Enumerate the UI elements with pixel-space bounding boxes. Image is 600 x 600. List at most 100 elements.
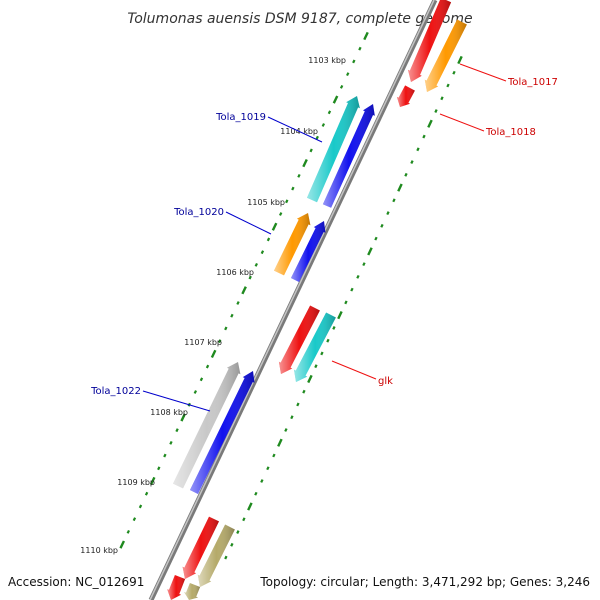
- kbp-label-1103: 1103 kbp: [308, 56, 346, 65]
- callout-line-tola-1017: [459, 63, 507, 82]
- kbp-tick: [169, 440, 173, 445]
- kbp-tick: [321, 123, 326, 127]
- gene-label-tola-1020[interactable]: Tola_1020: [173, 207, 224, 218]
- kbp-tick: [350, 287, 354, 292]
- kbp-tick: [332, 95, 339, 104]
- genome-backbone-highlight: [149, 0, 435, 600]
- gene-label-tola-1017[interactable]: Tola_1017: [507, 77, 558, 88]
- gene-tola-1022-block-gray[interactable]: [173, 362, 241, 489]
- kbp-tick: [392, 198, 396, 203]
- kbp-tick: [163, 453, 167, 458]
- kbp-tick: [224, 555, 228, 560]
- kbp-tick: [254, 262, 258, 267]
- kbp-tick: [266, 466, 270, 471]
- kbp-tick: [210, 349, 217, 358]
- kbp-tick: [230, 313, 234, 318]
- kbp-tick: [278, 212, 283, 216]
- gene-tola-1020-block-orange[interactable]: [274, 213, 311, 276]
- kbp-tick: [218, 339, 222, 344]
- gene-tola-1022-arrow-blue[interactable]: [190, 371, 255, 494]
- callout-line-tola-1019: [267, 116, 323, 143]
- gene-tola-1018-arrow-red[interactable]: [396, 85, 415, 107]
- kbp-tick: [132, 517, 137, 522]
- kbp-tick: [427, 119, 433, 128]
- kbp-tick: [422, 134, 426, 139]
- kbp-tick: [309, 148, 313, 153]
- gene-block-red-bottom-2[interactable]: [167, 575, 186, 600]
- kbp-tick: [193, 390, 198, 394]
- kbp-tick: [119, 540, 126, 549]
- kbp-tick: [224, 326, 228, 331]
- kbp-tick-track-outer: [224, 55, 463, 560]
- accession-text: Accession: NC_012691: [8, 575, 144, 589]
- map-title: Tolumonas auensis DSM 9187, complete gen…: [127, 11, 472, 27]
- kbp-tick: [363, 31, 369, 41]
- callout-line-tola-1020: [225, 211, 272, 235]
- kbp-tick: [180, 413, 186, 422]
- gene-block-red-bottom[interactable]: [182, 516, 219, 579]
- kbp-tick: [434, 109, 438, 113]
- gene-label-tola-1018[interactable]: Tola_1018: [485, 127, 536, 138]
- kbp-tick: [126, 529, 130, 534]
- kbp-tick: [344, 300, 348, 305]
- kbp-tick: [339, 84, 344, 89]
- kbp-tick: [230, 542, 234, 547]
- kbp-tick: [138, 504, 143, 509]
- gene-tola-1019-arrow-blue[interactable]: [322, 104, 375, 208]
- kbp-tick: [260, 250, 265, 255]
- kbp-label-1109: 1109 kbp: [117, 478, 155, 487]
- genome-backbone: [148, 0, 438, 600]
- kbp-tick: [307, 374, 313, 384]
- kbp-tick: [356, 274, 360, 279]
- kbp-tick: [440, 96, 444, 101]
- kbp-tick: [397, 183, 403, 192]
- gene-tola-1017-block-red[interactable]: [408, 0, 452, 82]
- kbp-tick: [337, 311, 343, 320]
- kbp-tick: [404, 172, 408, 177]
- gene-label-tola-1019[interactable]: Tola_1019: [215, 112, 266, 123]
- kbp-tick: [302, 159, 308, 168]
- kbp-tick: [346, 72, 350, 77]
- kbp-tick: [296, 402, 300, 407]
- gene-features: [167, 0, 467, 600]
- kbp-tick: [291, 186, 295, 191]
- kbp-tick: [314, 364, 318, 369]
- genome-summary-text: Topology: circular; Length: 3,471,292 bp…: [259, 575, 590, 589]
- kbp-tick: [285, 199, 289, 204]
- gene-tola-1018-block-orange[interactable]: [424, 19, 467, 93]
- gene-tola-1019-block-cyan[interactable]: [307, 96, 360, 203]
- kbp-tick: [266, 237, 271, 242]
- kbp-tick: [199, 377, 204, 382]
- kbp-tick: [241, 286, 247, 295]
- gene-glk-block-cyan[interactable]: [294, 312, 336, 383]
- kbp-tick: [272, 453, 276, 458]
- gene-tola-1020-arrow-blue[interactable]: [291, 221, 326, 282]
- kbp-tick: [416, 147, 420, 152]
- kbp-tick: [362, 262, 366, 267]
- kbp-tick: [175, 428, 179, 433]
- kbp-tick: [332, 326, 336, 330]
- kbp-tick: [302, 389, 306, 394]
- kbp-tick: [144, 491, 149, 496]
- kbp-label-1108: 1108 kbp: [150, 408, 188, 417]
- kbp-tick: [284, 428, 288, 432]
- kbp-tick: [157, 466, 161, 471]
- kbp-tick: [452, 70, 456, 75]
- kbp-tick: [358, 46, 362, 51]
- kbp-tick: [386, 211, 390, 216]
- kbp-tick: [367, 247, 373, 256]
- kbp-tick: [297, 173, 301, 178]
- gene-label-tola-1022[interactable]: Tola_1022: [90, 386, 141, 397]
- callout-line-glk: [331, 360, 377, 380]
- kbp-tick: [326, 338, 330, 343]
- kbp-tick: [205, 364, 210, 369]
- gene-label-glk[interactable]: glk: [378, 376, 393, 387]
- kbp-tick: [290, 415, 294, 420]
- kbp-tick: [254, 491, 258, 496]
- gene-block-khaki-bottom-2[interactable]: [184, 583, 201, 600]
- kbp-label-1110: 1110 kbp: [80, 546, 118, 555]
- kbp-tick: [236, 530, 240, 534]
- kbp-tick: [149, 476, 156, 486]
- gene-block-khaki-bottom[interactable]: [197, 524, 235, 588]
- gene-glk-block-red[interactable]: [278, 305, 320, 375]
